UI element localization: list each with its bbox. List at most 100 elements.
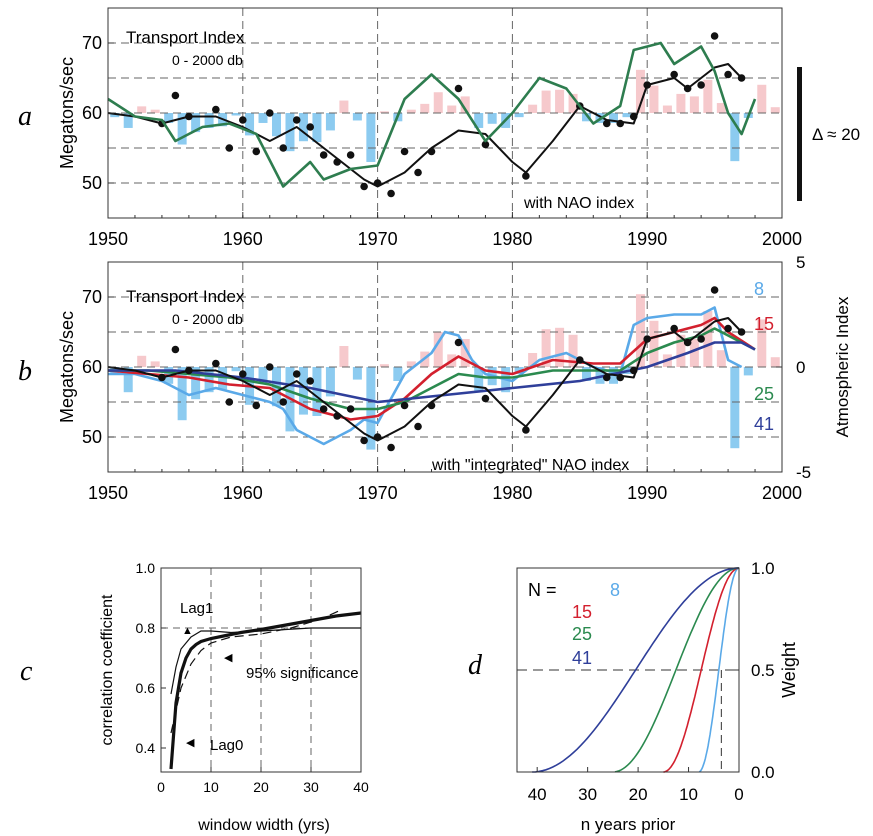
nao-bar <box>258 367 268 384</box>
panel-a-annotation: with NAO index <box>523 195 634 212</box>
x-tick-label: 20 <box>253 779 269 795</box>
data-point <box>212 359 220 368</box>
nao-bar <box>635 69 645 113</box>
nao-bar <box>150 109 160 113</box>
series-line <box>107 317 743 442</box>
nao-bar <box>379 364 389 367</box>
nao-bar <box>595 367 605 384</box>
panel-c-x-ticks: 0 10 20 30 40 <box>157 767 369 795</box>
nao-bar <box>204 367 214 393</box>
data-point <box>239 116 247 124</box>
panel-a-scale-bar-label: Δ ≈ 20 <box>812 125 860 144</box>
data-point <box>292 116 301 124</box>
panel-c-lag1-arrow: ▲ <box>182 625 193 637</box>
y-tick-label: 0.6 <box>136 680 156 696</box>
nao-bar <box>433 332 443 367</box>
data-point <box>346 151 355 159</box>
nao-bar <box>649 320 659 367</box>
panel-a-title: Transport Index <box>126 28 245 47</box>
x-tick-label: 1960 <box>223 483 263 503</box>
nao-bar <box>272 113 281 137</box>
data-point <box>481 394 490 403</box>
data-point <box>602 119 611 128</box>
panel-d-y-ticks: 0.0 0.5 1.0 <box>734 559 775 782</box>
data-point <box>576 356 584 364</box>
x-tick-label: 1970 <box>358 483 398 503</box>
data-point <box>252 401 261 410</box>
panel-c-series <box>169 609 362 770</box>
nao-bar <box>191 367 201 400</box>
nao-bar <box>770 107 780 113</box>
data-point <box>373 433 382 441</box>
y-tick-label: 0.0 <box>751 763 775 782</box>
panel-c-xlabel: window width (yrs) <box>197 817 330 834</box>
panel-b-x-ticks: 1950 1960 1970 1980 1990 2000 <box>88 466 802 503</box>
panel-a-nao-bars <box>110 69 780 162</box>
x-tick-label: 1980 <box>492 229 532 249</box>
panel-c: 0 10 20 30 40 0.4 0.6 0.8 1.0 c correlation coe… <box>20 560 369 834</box>
nao-bar <box>662 105 672 113</box>
legend-entry-41: 41 <box>572 648 592 668</box>
panel-a-ylabel: Megatons/sec <box>57 57 77 169</box>
legend-entry-25: 25 <box>572 624 592 644</box>
nao-bar <box>716 103 726 113</box>
nao-bar <box>366 113 376 162</box>
nao-bar <box>689 339 699 367</box>
panel-a-label: a <box>18 101 32 132</box>
y2-tick-label: -5 <box>796 463 811 482</box>
data-point <box>710 32 719 40</box>
data-point <box>400 147 409 156</box>
panel-d-ylabel: Weight <box>779 642 799 698</box>
y-tick-label: 50 <box>82 427 102 447</box>
nao-bar <box>474 367 484 393</box>
data-point <box>360 436 368 445</box>
panel-c-lag1-label: Lag1 <box>180 600 213 617</box>
data-point <box>279 144 288 152</box>
nao-bar <box>703 79 713 113</box>
x-tick-label: 20 <box>629 785 648 804</box>
data-point <box>643 335 651 343</box>
y-tick-label: 70 <box>82 287 102 307</box>
nao-bar <box>123 113 133 128</box>
nao-bar <box>433 92 443 113</box>
panel-c-label: c <box>20 656 33 687</box>
data-point <box>522 172 530 180</box>
nao-bar <box>164 113 174 123</box>
data-point <box>306 123 315 131</box>
nao-bar <box>528 104 538 113</box>
nao-bar <box>123 367 133 393</box>
x-tick-label: 1980 <box>492 483 532 503</box>
panel-c-y-ticks: 0.4 0.6 0.8 1.0 <box>136 560 166 756</box>
data-point <box>697 81 705 89</box>
nao-bar <box>339 100 349 113</box>
data-point <box>292 370 301 378</box>
panel-d-xlabel: n years prior <box>581 815 676 834</box>
data-point <box>602 373 611 382</box>
nao-bar <box>177 113 187 145</box>
series-line <box>107 63 743 188</box>
nao-bar <box>298 367 308 415</box>
nao-bar <box>339 346 349 367</box>
nao-bar <box>245 113 255 136</box>
data-point <box>670 70 678 79</box>
nao-bar <box>487 113 497 124</box>
data-point <box>212 105 220 114</box>
nao-bar <box>474 113 484 128</box>
data-point <box>265 363 274 371</box>
nao-bar <box>231 367 241 372</box>
data-point <box>225 144 234 152</box>
nao-bar <box>743 367 753 376</box>
nao-bar <box>514 113 524 118</box>
series-line-lag0 <box>169 611 362 770</box>
data-point <box>670 324 678 333</box>
y2-tick-label: 5 <box>796 253 805 272</box>
nao-bar <box>460 96 470 113</box>
panel-c-lag0-arrow: ◀ <box>186 737 195 749</box>
nao-bar <box>191 113 201 133</box>
panel-b-label: b <box>18 356 32 387</box>
panel-d-series <box>532 567 740 773</box>
nao-bar <box>555 327 565 367</box>
series-line-95-significance <box>170 609 342 734</box>
data-point <box>346 405 355 413</box>
nao-bar <box>689 96 699 113</box>
